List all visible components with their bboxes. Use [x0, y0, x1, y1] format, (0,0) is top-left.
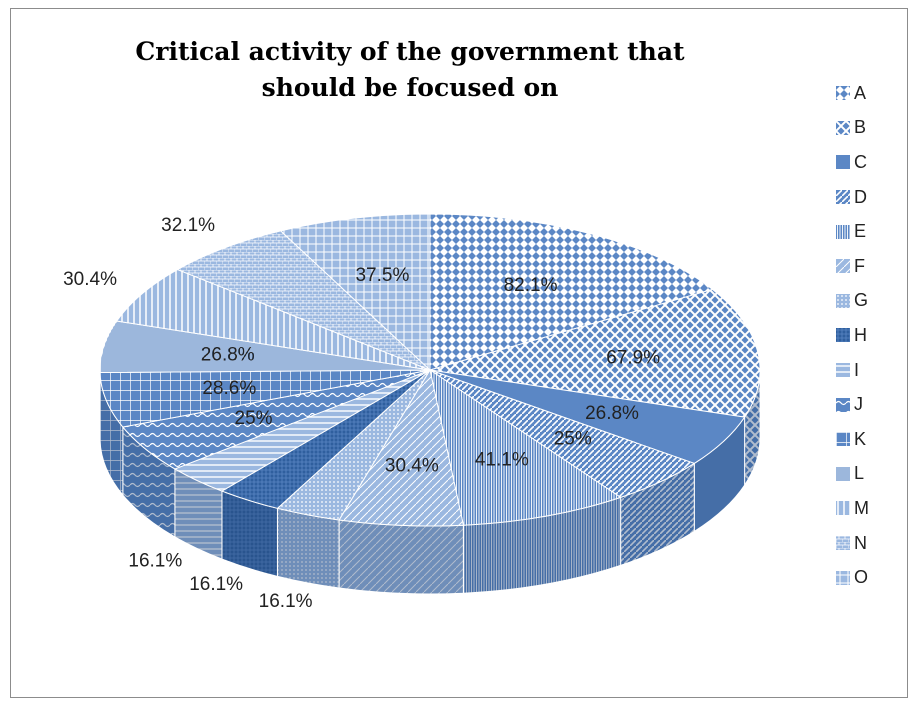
legend-label-e: E	[854, 221, 867, 242]
legend-label-m: M	[854, 497, 869, 518]
legend-swatch-n	[836, 536, 850, 551]
legend-swatch-l	[836, 466, 850, 481]
pie-slice-o	[279, 213, 431, 372]
data-label-o: 37.5%	[355, 265, 409, 286]
legend-item-i: I	[836, 353, 916, 388]
legend-swatch-j	[836, 397, 850, 412]
data-label-g: 16.1%	[259, 591, 313, 612]
legend-swatch-i	[836, 363, 850, 378]
pie-slice-b	[429, 288, 761, 418]
legend-item-k: K	[836, 422, 916, 457]
data-label-e: 41.1%	[475, 450, 529, 471]
data-label-a: 82.1%	[504, 275, 558, 296]
data-label-f: 30.4%	[385, 455, 439, 476]
legend-item-e: E	[836, 214, 916, 249]
legend-swatch-c	[836, 155, 850, 170]
legend-swatch-g	[836, 293, 850, 308]
legend-label-g: G	[854, 290, 869, 311]
legend-label-k: K	[854, 428, 867, 449]
data-label-c: 26.8%	[585, 403, 639, 424]
legend-label-j: J	[854, 394, 863, 415]
legend-item-j: J	[836, 387, 916, 422]
data-label-h: 16.1%	[189, 574, 243, 595]
data-label-j: 25%	[235, 408, 273, 429]
pie-side-f	[338, 519, 464, 595]
legend-item-d: D	[836, 180, 916, 215]
data-label-b: 67.9%	[606, 348, 660, 369]
legend-label-h: H	[854, 324, 867, 345]
legend-label-l: L	[854, 463, 865, 484]
legend-swatch-m	[836, 501, 850, 516]
pie-slice-f	[338, 368, 465, 527]
legend-label-a: A	[854, 82, 867, 103]
legend-label-o: O	[854, 567, 869, 588]
legend-swatch-a	[836, 86, 850, 101]
data-label-n: 32.1%	[161, 215, 215, 236]
legend-item-c: C	[836, 145, 916, 180]
legend-item-m: M	[836, 491, 916, 526]
legend-item-o: O	[836, 560, 916, 595]
pie-slice-e	[429, 368, 622, 526]
data-label-m: 30.4%	[63, 269, 117, 290]
data-label-k: 28.6%	[202, 378, 256, 399]
legend-label-c: C	[854, 151, 867, 172]
legend-item-n: N	[836, 526, 916, 561]
legend-item-g: G	[836, 284, 916, 319]
legend-swatch-b	[836, 120, 850, 135]
pie-side-g	[276, 507, 340, 589]
legend-item-h: H	[836, 318, 916, 353]
legend-swatch-d	[836, 190, 850, 205]
legend-label-b: B	[854, 117, 867, 138]
legend-item-f: F	[836, 249, 916, 284]
legend-label-d: D	[854, 186, 867, 207]
legend-item-b: B	[836, 111, 916, 146]
legend-swatch-k	[836, 432, 850, 447]
legend-swatch-h	[836, 328, 850, 343]
legend-label-f: F	[854, 255, 865, 276]
legend-swatch-o	[836, 570, 850, 585]
pie-slice-a	[429, 213, 714, 371]
data-label-d: 25%	[554, 428, 592, 449]
legend-label-n: N	[854, 532, 867, 553]
chart-title: Critical activity of the government that…	[135, 37, 685, 102]
pie-slice-n	[176, 230, 431, 371]
legend-item-a: A	[836, 76, 916, 111]
legend-swatch-e	[836, 224, 850, 239]
data-label-l: 26.8%	[201, 344, 255, 365]
pie-slice-m	[115, 268, 431, 371]
legend-label-i: I	[854, 359, 860, 380]
legend-swatch-f	[836, 259, 850, 274]
legend-item-l: L	[836, 457, 916, 492]
data-label-i: 16.1%	[128, 551, 182, 572]
